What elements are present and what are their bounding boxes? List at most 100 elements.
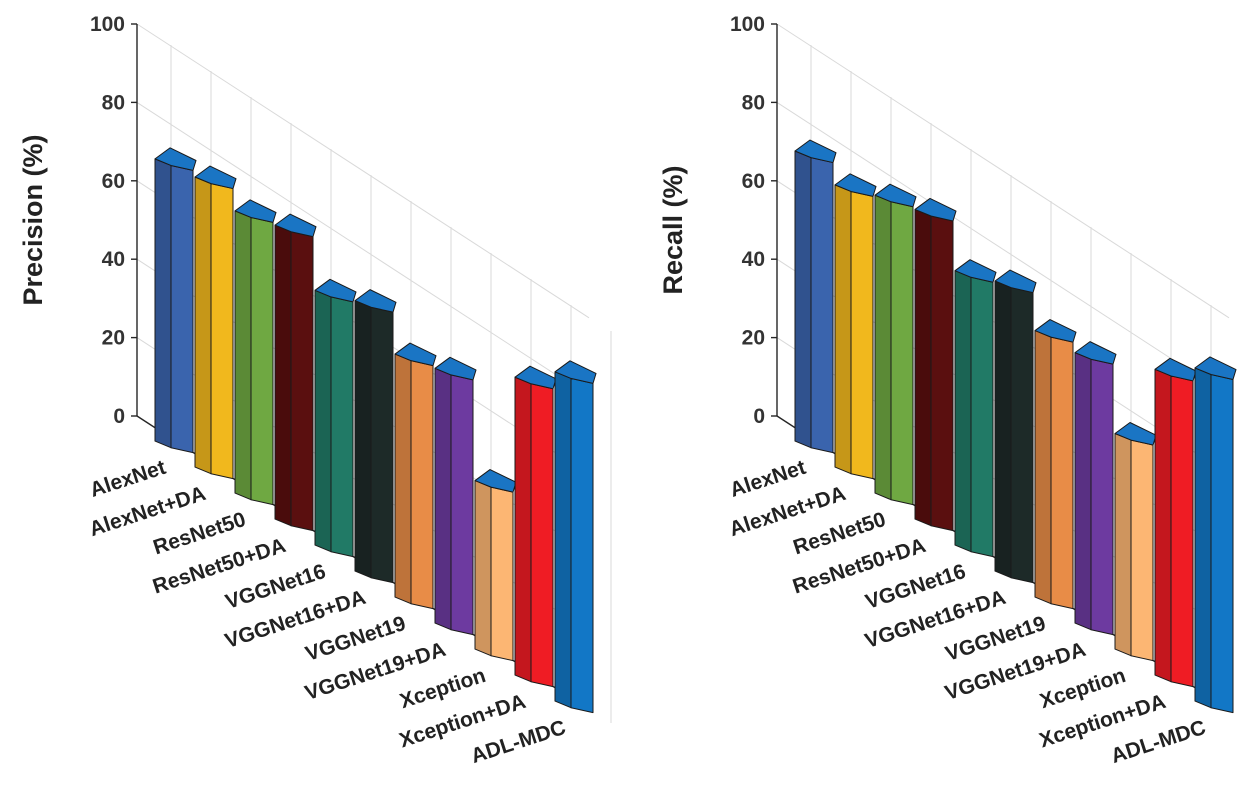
recall-bar-side (794, 150, 812, 449)
precision-bar-top (394, 342, 437, 367)
precision-bar (554, 360, 597, 714)
recall-bar-front (930, 215, 954, 532)
recall-bar-front (810, 157, 834, 454)
precision-bar-front (210, 183, 234, 480)
precision-bar (194, 165, 237, 480)
precision-bar-side (274, 224, 292, 527)
precision-y-tick-label: 60 (102, 170, 125, 193)
recall-bar (954, 259, 997, 558)
precision-bar (234, 199, 277, 506)
precision-bar-top (314, 278, 357, 303)
precision-bar-side (434, 367, 452, 631)
precision-bar-top (434, 356, 477, 381)
precision-bar (354, 289, 397, 584)
recall-bar-side (834, 184, 852, 475)
precision-bar-front (250, 216, 274, 506)
precision-y-tick-label: 20 (102, 327, 125, 350)
precision-grid-line-h (136, 101, 590, 397)
precision-bar-side (354, 300, 372, 579)
recall-y-tick-label: 20 (742, 327, 765, 350)
precision-bar-top (554, 360, 597, 384)
recall-y-axis-title: Recall (%) (658, 165, 688, 294)
recall-y-tick-label: 40 (742, 248, 765, 271)
recall-category-label: AlexNet (727, 456, 808, 502)
precision-bar (154, 147, 197, 454)
recall-bar (1114, 422, 1157, 662)
precision-bar-side (314, 289, 332, 553)
recall-grid-line-h (776, 101, 1230, 397)
recall-bar-front (1130, 439, 1154, 662)
precision-bar-front (290, 231, 314, 532)
precision-bar (394, 342, 437, 610)
recall-bar (794, 139, 837, 454)
precision-bar (314, 278, 357, 558)
recall-bar-front (1090, 358, 1114, 636)
precision-bar-front (490, 486, 514, 662)
recall-bar-side (954, 270, 972, 553)
precision-bar-top (354, 289, 397, 313)
precision-bar-front (450, 374, 474, 636)
recall-bar-top (794, 139, 837, 164)
recall-bar-side (1154, 368, 1172, 683)
recall-bar-top (834, 173, 877, 197)
recall-bar-top (954, 259, 997, 283)
recall-bar-side (874, 194, 892, 501)
recall-y-tick-label: 60 (742, 170, 765, 193)
precision-bar-front (530, 383, 554, 688)
precision-bar (434, 356, 477, 636)
precision-bar-front (410, 360, 434, 610)
precision-bar-side (474, 480, 492, 657)
precision-bar-side (194, 176, 212, 475)
precision-bar-front (330, 296, 354, 558)
precision-bar (474, 469, 517, 662)
precision-bar-side (554, 371, 572, 709)
precision-y-axis-title: Precision (%) (18, 134, 48, 305)
recall-bar-top (1194, 356, 1237, 380)
precision-bar-side (394, 353, 412, 605)
recall-y-tick-label: 80 (742, 91, 765, 114)
precision-bar-side (154, 158, 172, 449)
recall-bar-front (970, 276, 994, 558)
recall-bar-side (1074, 352, 1092, 631)
precision-category-label: AlexNet (87, 456, 168, 502)
recall-bar-side (1114, 433, 1132, 657)
recall-bar (1034, 319, 1077, 610)
precision-y-tick-label: 0 (113, 405, 125, 428)
recall-bar-front (1010, 287, 1034, 584)
recall-bar-front (1050, 336, 1074, 610)
recall-bar (834, 173, 877, 480)
precision-bar-side (234, 210, 252, 501)
recall-bar-top (1034, 319, 1077, 343)
recall-bar-front (890, 201, 914, 506)
precision-bar-front (370, 306, 394, 584)
precision-bar-top (194, 165, 237, 190)
precision-grid-line-h (136, 23, 590, 319)
precision-bar-front (170, 164, 194, 454)
recall-y-tick-label: 100 (730, 13, 765, 36)
recall-bar (1154, 357, 1197, 688)
recall-bar-front (1210, 374, 1234, 714)
recall-bar (1074, 341, 1117, 636)
recall-bar-side (1194, 367, 1212, 709)
precision-bar-top (234, 199, 277, 223)
precision-bar-front (570, 377, 594, 714)
recall-bar (994, 269, 1037, 584)
recall-bar (874, 183, 917, 506)
recall-bar-front (1170, 375, 1194, 688)
recall-bar-side (1034, 330, 1052, 605)
precision-bar-top (154, 147, 197, 171)
recall-bar-top (874, 183, 917, 208)
recall-grid-line-h (776, 23, 1230, 319)
precision-bar (514, 365, 557, 688)
precision-bar-side (514, 376, 532, 683)
recall-bar (914, 197, 957, 532)
recall-bar (1194, 356, 1237, 714)
precision-bar-top (274, 213, 317, 238)
precision-y-tick-label: 100 (90, 13, 125, 36)
recall-bar-top (1074, 341, 1117, 365)
precision-y-tick-label: 40 (102, 248, 125, 271)
recall-bar-side (914, 208, 932, 527)
